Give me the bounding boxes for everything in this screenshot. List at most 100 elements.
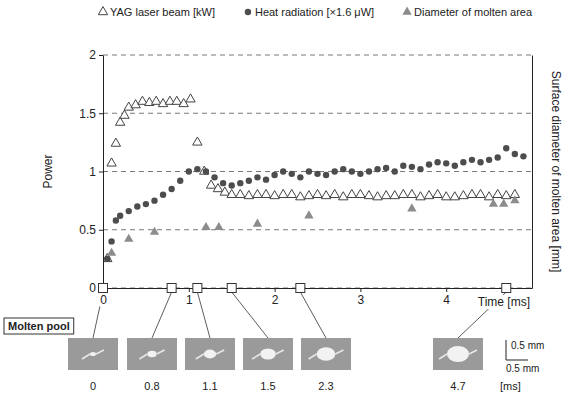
data-point	[503, 145, 509, 151]
tick-label: 3	[358, 293, 365, 307]
data-point	[229, 182, 235, 188]
snapshot-marker	[99, 284, 108, 293]
scale-bar: 0.5 mm 0.5 mm	[506, 340, 544, 374]
data-point	[489, 199, 498, 207]
tick-label: 1	[89, 165, 96, 179]
data-point	[289, 171, 295, 177]
snapshot-image	[433, 338, 483, 370]
data-point	[373, 192, 382, 200]
legend-item: Heat radiation [×1.6 μW]	[245, 6, 374, 18]
data-point	[494, 154, 500, 160]
tick: 3	[357, 288, 366, 307]
data-point	[253, 189, 262, 197]
y-axis: 00.511.52	[79, 48, 103, 295]
data-point	[206, 180, 215, 188]
data-point	[407, 203, 416, 211]
data-point	[194, 166, 200, 172]
image-frame	[301, 338, 351, 370]
image-plume	[82, 350, 104, 359]
data-point	[244, 191, 253, 199]
scale-label: 0.5 mm	[511, 340, 544, 351]
image-plume	[439, 350, 477, 359]
data-point	[186, 94, 195, 102]
chart: 0123400.511.52Time [ms]PowerSurface diam…	[0, 0, 569, 398]
data-point	[201, 222, 210, 230]
image-pool	[260, 348, 276, 359]
data-point	[339, 192, 348, 200]
label-patch	[185, 293, 194, 307]
leader-line	[300, 292, 326, 338]
tick-mark	[360, 288, 361, 292]
data-point	[409, 164, 415, 170]
data-point	[340, 166, 346, 172]
data-point	[330, 189, 339, 197]
data-point	[287, 189, 296, 197]
data-point	[111, 138, 120, 146]
tick-label: 1	[186, 293, 193, 307]
data-point	[220, 180, 226, 186]
snapshot-title: Molten pool	[8, 320, 70, 332]
snapshot-markers	[99, 284, 511, 293]
image-frame	[68, 338, 118, 370]
snapshot-time: 1.1	[202, 380, 217, 392]
data-point	[214, 222, 223, 230]
data-point	[124, 234, 133, 242]
data-point	[442, 192, 451, 200]
image-plume	[196, 350, 224, 359]
grid	[103, 55, 532, 288]
scale-label: 0.5 mm	[506, 363, 539, 374]
data-point	[271, 172, 277, 178]
tick-label: 2	[272, 293, 279, 307]
y-axis-title: Power	[41, 154, 55, 188]
tick: 2	[89, 48, 103, 62]
data-point	[450, 192, 459, 200]
label-patch	[271, 293, 280, 307]
snapshot-marker	[193, 284, 202, 293]
data-point	[459, 191, 468, 199]
data-point	[512, 151, 518, 157]
data-point	[484, 192, 493, 200]
data-point	[151, 197, 157, 203]
snapshot-marker	[502, 284, 511, 293]
data-point	[443, 160, 449, 166]
snapshot-marker	[296, 284, 305, 293]
data-point	[297, 174, 303, 180]
snapshot-time: 0.8	[144, 380, 159, 392]
data-point	[237, 180, 243, 186]
y2-axis-title: Surface diameter of molten area [mm]	[549, 71, 563, 272]
data-point	[390, 191, 399, 199]
data-point	[486, 157, 492, 163]
data-point	[331, 168, 337, 174]
data-point	[280, 168, 286, 174]
image-pool	[317, 347, 336, 361]
tick-mark	[275, 288, 276, 292]
leader-lines	[93, 292, 506, 338]
snapshot-unit: [ms]	[500, 380, 521, 392]
image-pool	[90, 352, 96, 356]
tick-mark	[99, 113, 103, 114]
data-point	[364, 191, 373, 199]
image-frame	[185, 338, 235, 370]
tick-label: 0.5	[79, 223, 96, 237]
data-point	[150, 227, 159, 235]
data-point	[314, 171, 320, 177]
data-point	[323, 172, 329, 178]
data-point	[186, 168, 192, 174]
axis-line	[103, 56, 104, 289]
label-patch	[442, 293, 451, 307]
data-point	[172, 96, 181, 104]
data-point	[416, 192, 425, 200]
data-point	[104, 256, 110, 262]
tick-label: 0	[100, 293, 107, 307]
tick-mark	[99, 55, 103, 56]
snapshot-marker	[227, 284, 236, 293]
snapshot-image	[301, 338, 351, 370]
data-point	[349, 168, 355, 174]
grid-line	[103, 229, 532, 230]
data-point	[321, 191, 330, 199]
data-point	[227, 189, 236, 197]
tick-label: 4	[443, 293, 450, 307]
image-plume	[139, 350, 164, 359]
series	[104, 145, 527, 262]
scale-bar-vertical	[506, 340, 507, 360]
